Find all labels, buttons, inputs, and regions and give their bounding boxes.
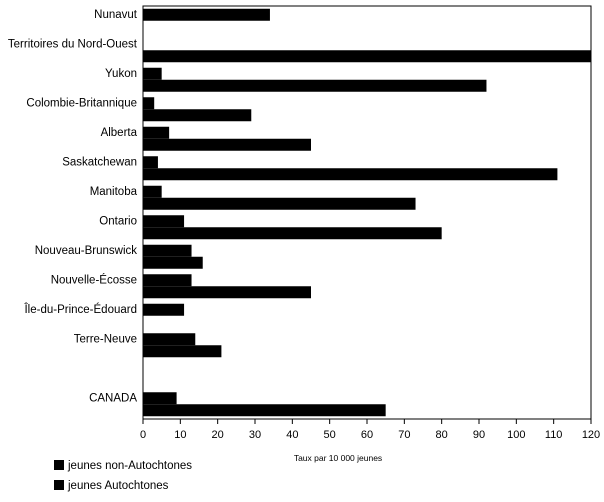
category-label: Nouveau-Brunswick	[35, 245, 138, 257]
x-tick-label: 50	[324, 429, 336, 441]
x-tick-label: 60	[361, 429, 373, 441]
bar-non-autochtones	[143, 303, 185, 316]
x-tick-label: 20	[212, 429, 224, 441]
category-label: Manitoba	[90, 186, 138, 198]
bar-non-autochtones	[143, 274, 192, 287]
x-tick-label: 90	[473, 429, 485, 441]
x-axis-title: Taux par 10 000 jeunes	[294, 453, 382, 463]
x-ticks: 0 10 20 30 40 50 60 70 80 90 100 110 120	[140, 419, 600, 441]
bar-autochtones	[143, 227, 442, 240]
category-labels: Nunavut Territoires du Nord-Ouest Yukon Col…	[8, 9, 138, 405]
category-label: Alberta	[101, 127, 138, 139]
bars	[143, 8, 591, 417]
x-tick-label: 40	[286, 429, 298, 441]
bar-non-autochtones	[143, 215, 185, 228]
category-label: Île-du-Prince-Édouard	[23, 303, 137, 316]
x-tick-label: 80	[436, 429, 448, 441]
bar-autochtones	[143, 138, 311, 151]
bar-non-autochtones	[143, 244, 192, 257]
bar-non-autochtones	[143, 67, 162, 80]
bar-autochtones	[143, 404, 386, 417]
x-tick-label: 70	[398, 429, 410, 441]
category-label: CANADA	[89, 392, 137, 404]
x-tick-label: 30	[249, 429, 261, 441]
legend-swatch	[54, 480, 64, 490]
bar-autochtones	[143, 197, 416, 210]
x-tick-label: 0	[140, 429, 146, 441]
bar-autochtones	[143, 50, 591, 63]
category-label: Nouvelle-Écosse	[51, 273, 137, 286]
category-label: Ontario	[99, 215, 137, 227]
x-tick-label: 10	[174, 429, 186, 441]
legend: jeunes non-Autochtones jeunes Autochtones	[54, 460, 192, 492]
bar-non-autochtones	[143, 392, 177, 405]
legend-label: jeunes Autochtones	[67, 480, 169, 492]
bar-autochtones	[143, 109, 252, 122]
legend-swatch	[54, 460, 64, 470]
bar-autochtones	[143, 256, 203, 269]
category-label: Yukon	[105, 68, 137, 80]
category-label: Saskatchewan	[62, 156, 137, 168]
x-tick-label: 100	[507, 429, 525, 441]
bar-autochtones	[143, 168, 558, 181]
bar-non-autochtones	[143, 333, 196, 346]
bar-autochtones	[143, 345, 222, 358]
category-label: Territoires du Nord-Ouest	[8, 38, 138, 50]
bar-non-autochtones	[143, 97, 155, 110]
bar-non-autochtones	[143, 8, 270, 21]
bar-non-autochtones	[143, 185, 162, 198]
x-tick-label: 110	[545, 429, 563, 441]
x-tick-label: 120	[582, 429, 600, 441]
legend-label: jeunes non-Autochtones	[67, 460, 192, 472]
category-label: Terre-Neuve	[74, 333, 137, 345]
category-label: Colombie-Britannique	[26, 97, 137, 109]
bar-autochtones	[143, 79, 487, 92]
bar-non-autochtones	[143, 126, 170, 139]
bar-non-autochtones	[143, 156, 158, 169]
category-label: Nunavut	[94, 9, 138, 21]
bar-autochtones	[143, 286, 311, 299]
